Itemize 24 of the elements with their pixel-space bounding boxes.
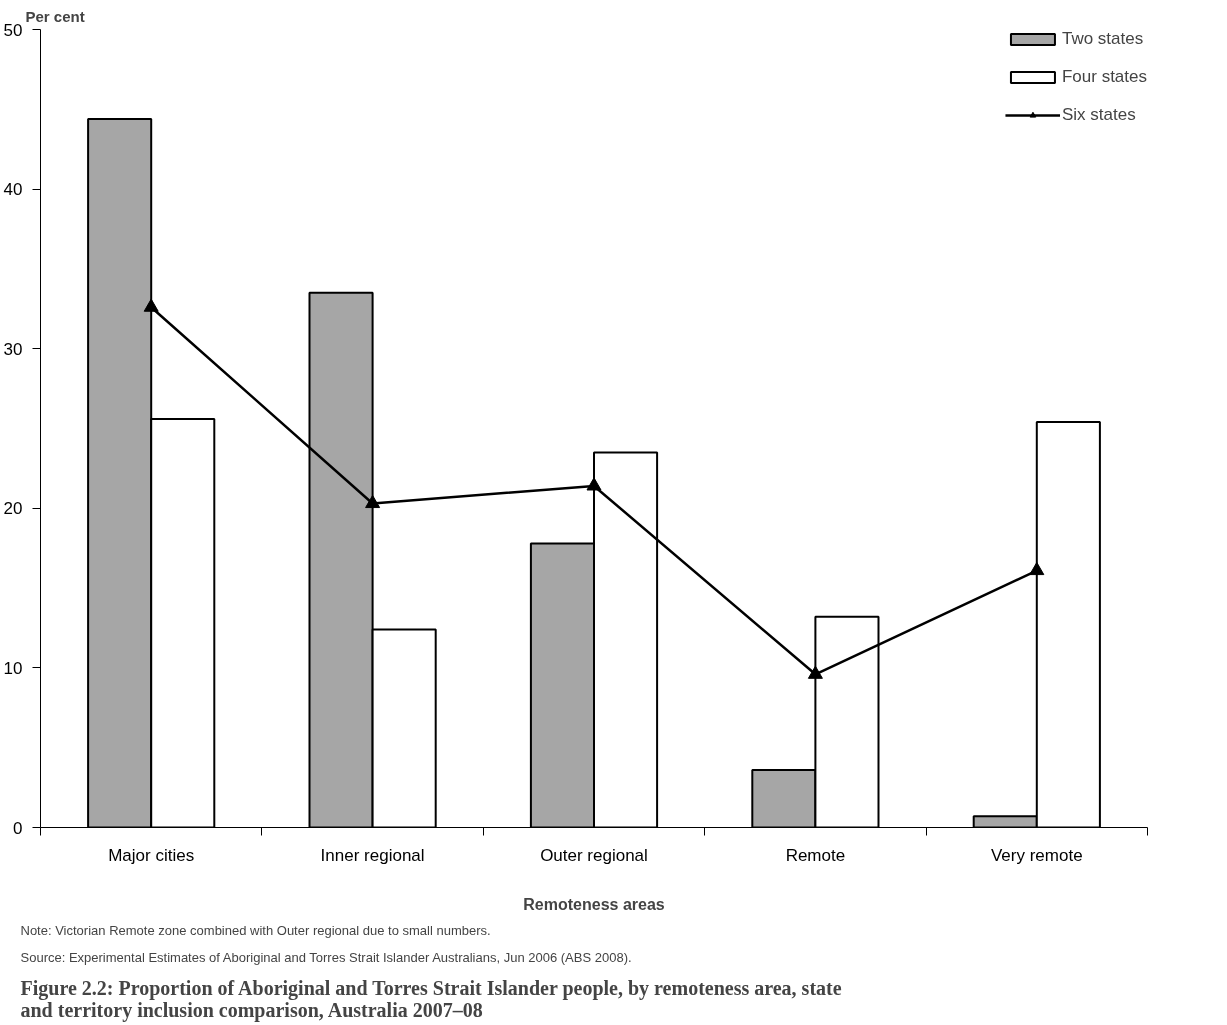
legend-label: Four states [1061,67,1147,87]
y-tick-label: 20 [3,499,23,519]
x-tick-label: Outer regional [540,845,648,865]
y-tick-label: 0 [13,818,23,838]
y-tick-label: 40 [3,180,23,200]
text: Figure 2.2: Proportion of Aboriginal and Torres Strait Islander people, by remoteness area, state and territory inclusion comparison, Australia 2007–08 [20,976,842,1022]
point [807,665,823,679]
point [586,477,602,491]
legend-label: Six states [1061,105,1136,125]
text: Note: Victorian Remote zone combined with Outer regional due to small numbers. [20,922,491,938]
x-tick-label: Inner regional [320,845,425,865]
point [365,494,381,509]
x-tick-label: Major cities [108,845,195,865]
x-axis-title: Remoteness areas [523,895,665,913]
y-tick-label: 30 [3,339,23,359]
y-axis-title: Per cent [25,7,85,25]
point [1029,561,1045,576]
x-tick-label: Very remote [990,845,1083,865]
point [143,298,159,312]
legend-label: Two states [1061,29,1144,49]
y-tick-label: 50 [3,20,23,40]
x-tick-label: Remote [785,845,846,865]
source-note: Source: Experimental Estimates of Aboriginal and Torres Strait Islander Australians, Jun 2006 (ABS 2008). [20,949,632,965]
y-tick-label: 10 [3,658,23,678]
